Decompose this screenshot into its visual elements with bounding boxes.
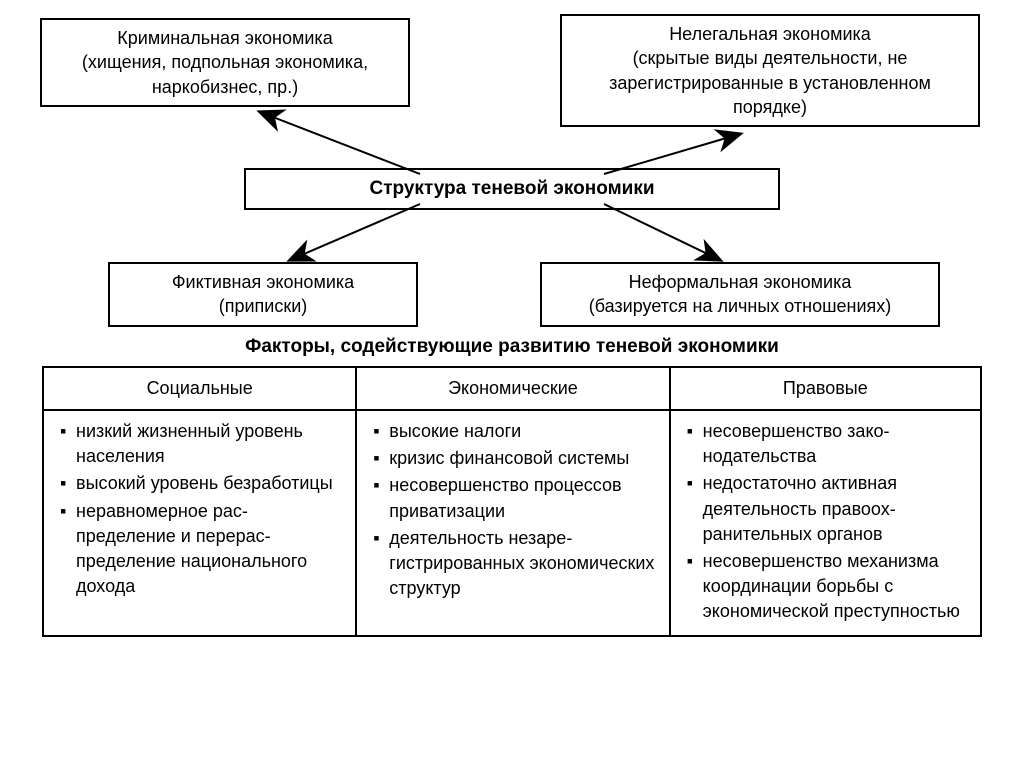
box-bottom-left: Фиктивная экономика (приписки)	[108, 262, 418, 327]
factors-title: Факторы, содействующие развитию теневой …	[0, 336, 1024, 358]
box-bottom-right: Неформальная экономика (базируется на ли…	[540, 262, 940, 327]
box-bottom-left-title: Фиктивная экономика	[120, 270, 406, 294]
factors-table: Социальные Экономические Правовые низкий…	[42, 366, 982, 637]
box-bottom-right-title: Неформальная экономика	[552, 270, 928, 294]
box-top-right-sub: (скрытые виды деятельности, не зарегистр…	[572, 46, 968, 119]
list-item: высокие налоги	[371, 419, 654, 444]
col-header-1: Экономические	[356, 367, 669, 410]
box-top-right: Нелегальная экономика (скрытые виды деят…	[560, 14, 980, 127]
list-item: недостаточно активная деятельность право…	[685, 471, 966, 547]
list-item: низкий жизненный уровень населения	[58, 419, 341, 469]
col-header-2: Правовые	[670, 367, 981, 410]
box-top-left: Криминальная экономика (хищения, подполь…	[40, 18, 410, 107]
list-item: неравномерное рас­пределение и перерас­п…	[58, 499, 341, 600]
box-top-left-sub: (хищения, подпольная экономика, наркобиз…	[52, 50, 398, 99]
cell-1: высокие налогикризис финансовой системын…	[356, 410, 669, 636]
list-item: высокий уровень без­работицы	[58, 471, 341, 496]
box-center: Структура теневой экономики	[244, 168, 780, 210]
list-item: кризис финансовой системы	[371, 446, 654, 471]
box-top-left-title: Криминальная экономика	[52, 26, 398, 50]
cell-2: несовершенство зако­нодательстванедостат…	[670, 410, 981, 636]
list-item: несовершенство зако­нодательства	[685, 419, 966, 469]
box-bottom-right-sub: (базируется на личных отношениях)	[552, 294, 928, 318]
box-bottom-left-sub: (приписки)	[120, 294, 406, 318]
col-header-0: Социальные	[43, 367, 356, 410]
list-item: несовершенство про­цессов приватизации	[371, 473, 654, 523]
list-item: деятельность незаре­гистрированных эконо…	[371, 526, 654, 602]
box-center-title: Структура теневой экономики	[369, 178, 654, 199]
cell-0: низкий жизненный уровень населениявысоки…	[43, 410, 356, 636]
table-row: низкий жизненный уровень населениявысоки…	[43, 410, 981, 636]
box-top-right-title: Нелегальная экономика	[572, 22, 968, 46]
table-header-row: Социальные Экономические Правовые	[43, 367, 981, 410]
list-item: несовершенство ме­ханизма координации бо…	[685, 549, 966, 625]
